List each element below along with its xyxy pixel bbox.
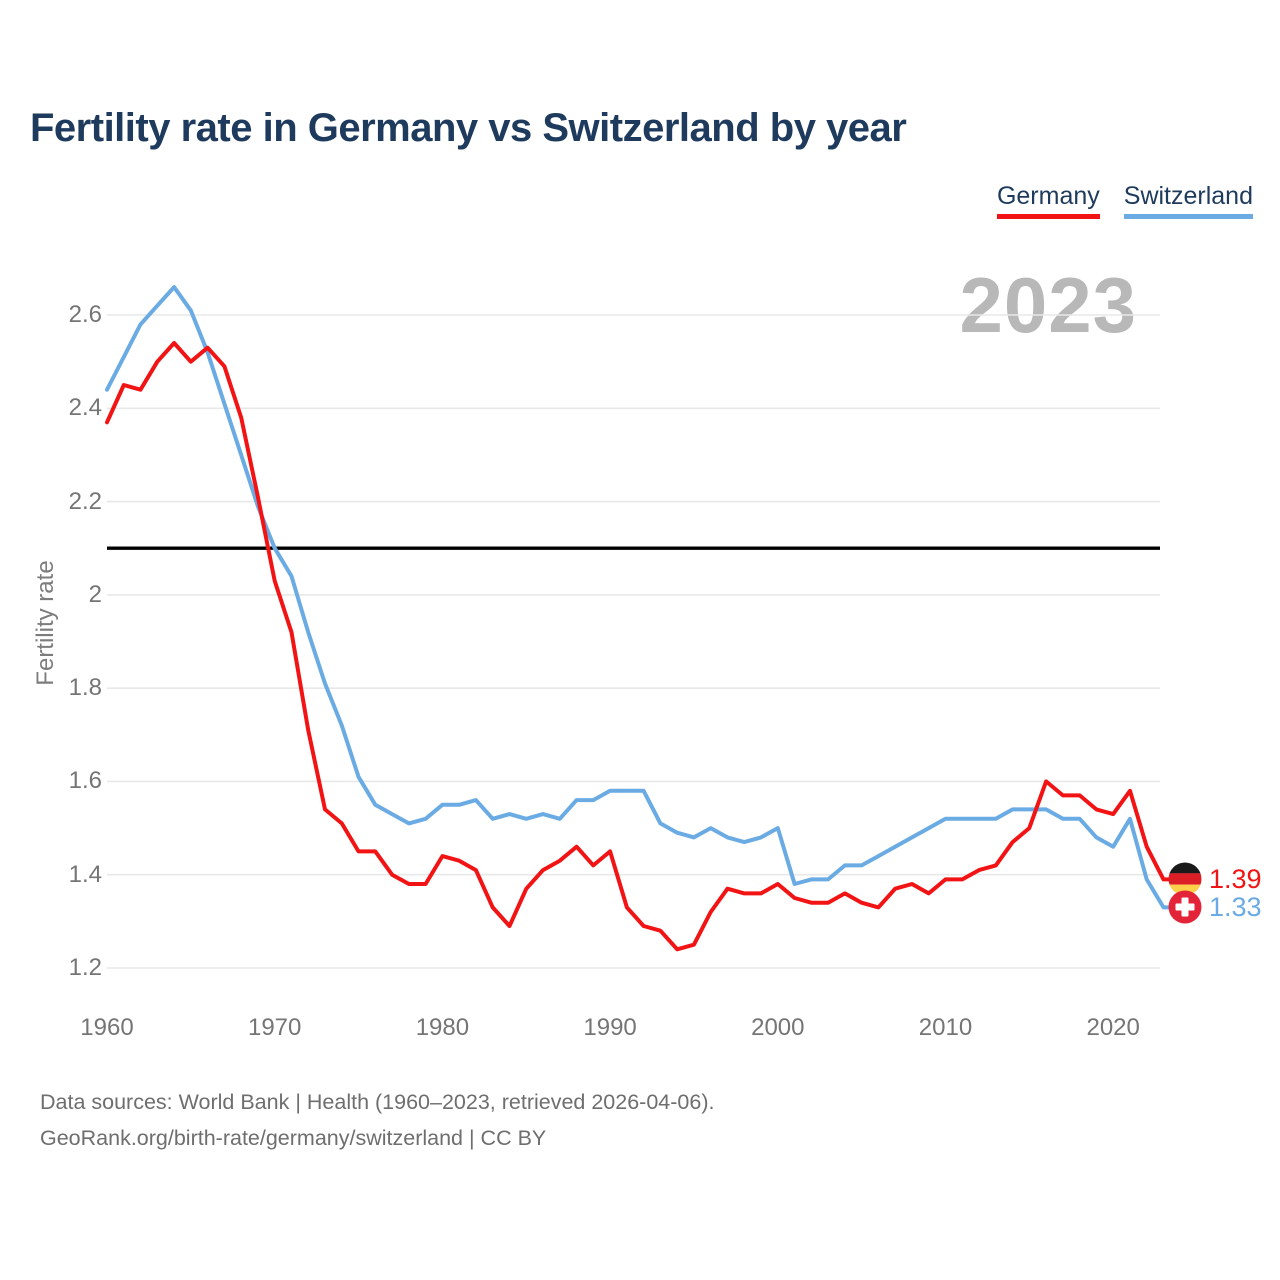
watermark-year: 2023 <box>959 261 1137 349</box>
switzerland-end-value: 1.33 <box>1209 891 1262 922</box>
y-tick-label-2: 2 <box>88 580 102 608</box>
end-label-germany: 1.39 <box>1168 862 1262 896</box>
legend-item-switzerland[interactable]: Switzerland <box>1123 182 1253 219</box>
germany-flag-icon <box>1168 862 1202 896</box>
y-tick-label-2.4: 2.4 <box>68 394 102 422</box>
end-label-switzerland: 1.33 <box>1168 890 1262 924</box>
x-tick-label-2010: 2010 <box>918 1014 973 1041</box>
switzerland-flag-icon <box>1168 890 1202 924</box>
legend-item-germany[interactable]: Germany <box>996 182 1100 219</box>
x-tick-label-1960: 1960 <box>80 1014 134 1041</box>
y-tick-label-1.4: 1.4 <box>68 860 102 888</box>
switzerland-line <box>105 285 1171 910</box>
footer: Data sources: World Bank | Health (1960–… <box>40 1084 714 1156</box>
footer-source-line: Data sources: World Bank | Health (1960–… <box>40 1090 715 1114</box>
x-tick-label-1970: 1970 <box>247 1014 302 1041</box>
germany-end-value: 1.39 <box>1209 863 1262 894</box>
x-tick-label-2000: 2000 <box>751 1014 805 1041</box>
page-title: Fertility rate in Germany vs Switzerland… <box>30 106 907 150</box>
legend-label-germany: Germany <box>996 182 1100 210</box>
footer-attribution-line: GeoRank.org/birth-rate/germany/switzerla… <box>40 1126 547 1150</box>
germany-line <box>105 341 1171 952</box>
y-tick-label-2.2: 2.2 <box>68 487 102 515</box>
legend-label-switzerland: Switzerland <box>1123 182 1253 210</box>
x-tick-label-1980: 1980 <box>415 1014 470 1041</box>
legend-underline-germany <box>996 213 1100 219</box>
legend: Germany Switzerland <box>996 182 1253 219</box>
y-tick-label-2.6: 2.6 <box>68 301 102 329</box>
y-tick-label-1.2: 1.2 <box>68 954 102 981</box>
legend-underline-switzerland <box>1123 213 1253 219</box>
x-tick-label-2020: 2020 <box>1086 1014 1140 1041</box>
y-tick-label-1.8: 1.8 <box>68 674 102 702</box>
y-tick-label-1.6: 1.6 <box>68 767 102 795</box>
x-tick-label-1990: 1990 <box>583 1014 637 1041</box>
